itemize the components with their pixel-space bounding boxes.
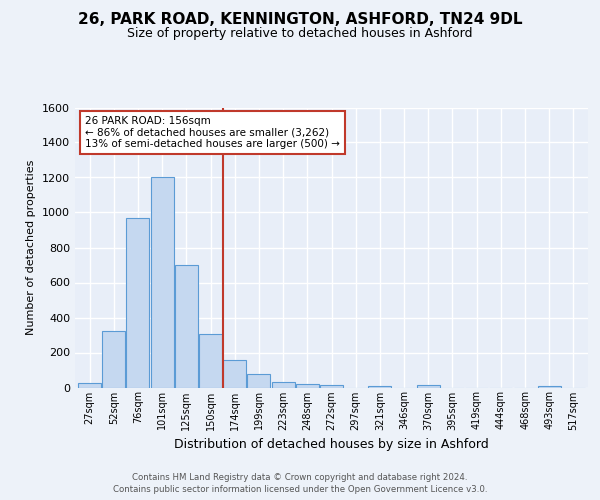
Bar [538,386,561,388]
Bar [102,330,125,388]
Bar [320,386,343,388]
X-axis label: Distribution of detached houses by size in Ashford: Distribution of detached houses by size … [174,438,489,451]
Text: Contains public sector information licensed under the Open Government Licence v3: Contains public sector information licen… [113,485,487,494]
Bar [199,334,222,388]
Text: 26 PARK ROAD: 156sqm
← 86% of detached houses are smaller (3,262)
13% of semi-de: 26 PARK ROAD: 156sqm ← 86% of detached h… [85,116,340,149]
Text: Contains HM Land Registry data © Crown copyright and database right 2024.: Contains HM Land Registry data © Crown c… [132,472,468,482]
Bar [296,384,319,388]
Bar [272,382,295,388]
Bar [223,360,246,388]
Bar [127,218,149,388]
Bar [417,386,440,388]
Text: 26, PARK ROAD, KENNINGTON, ASHFORD, TN24 9DL: 26, PARK ROAD, KENNINGTON, ASHFORD, TN24… [78,12,522,28]
Bar [175,265,198,388]
Bar [78,383,101,388]
Y-axis label: Number of detached properties: Number of detached properties [26,160,37,335]
Bar [151,178,173,388]
Text: Size of property relative to detached houses in Ashford: Size of property relative to detached ho… [127,28,473,40]
Bar [368,386,391,388]
Bar [247,374,271,388]
